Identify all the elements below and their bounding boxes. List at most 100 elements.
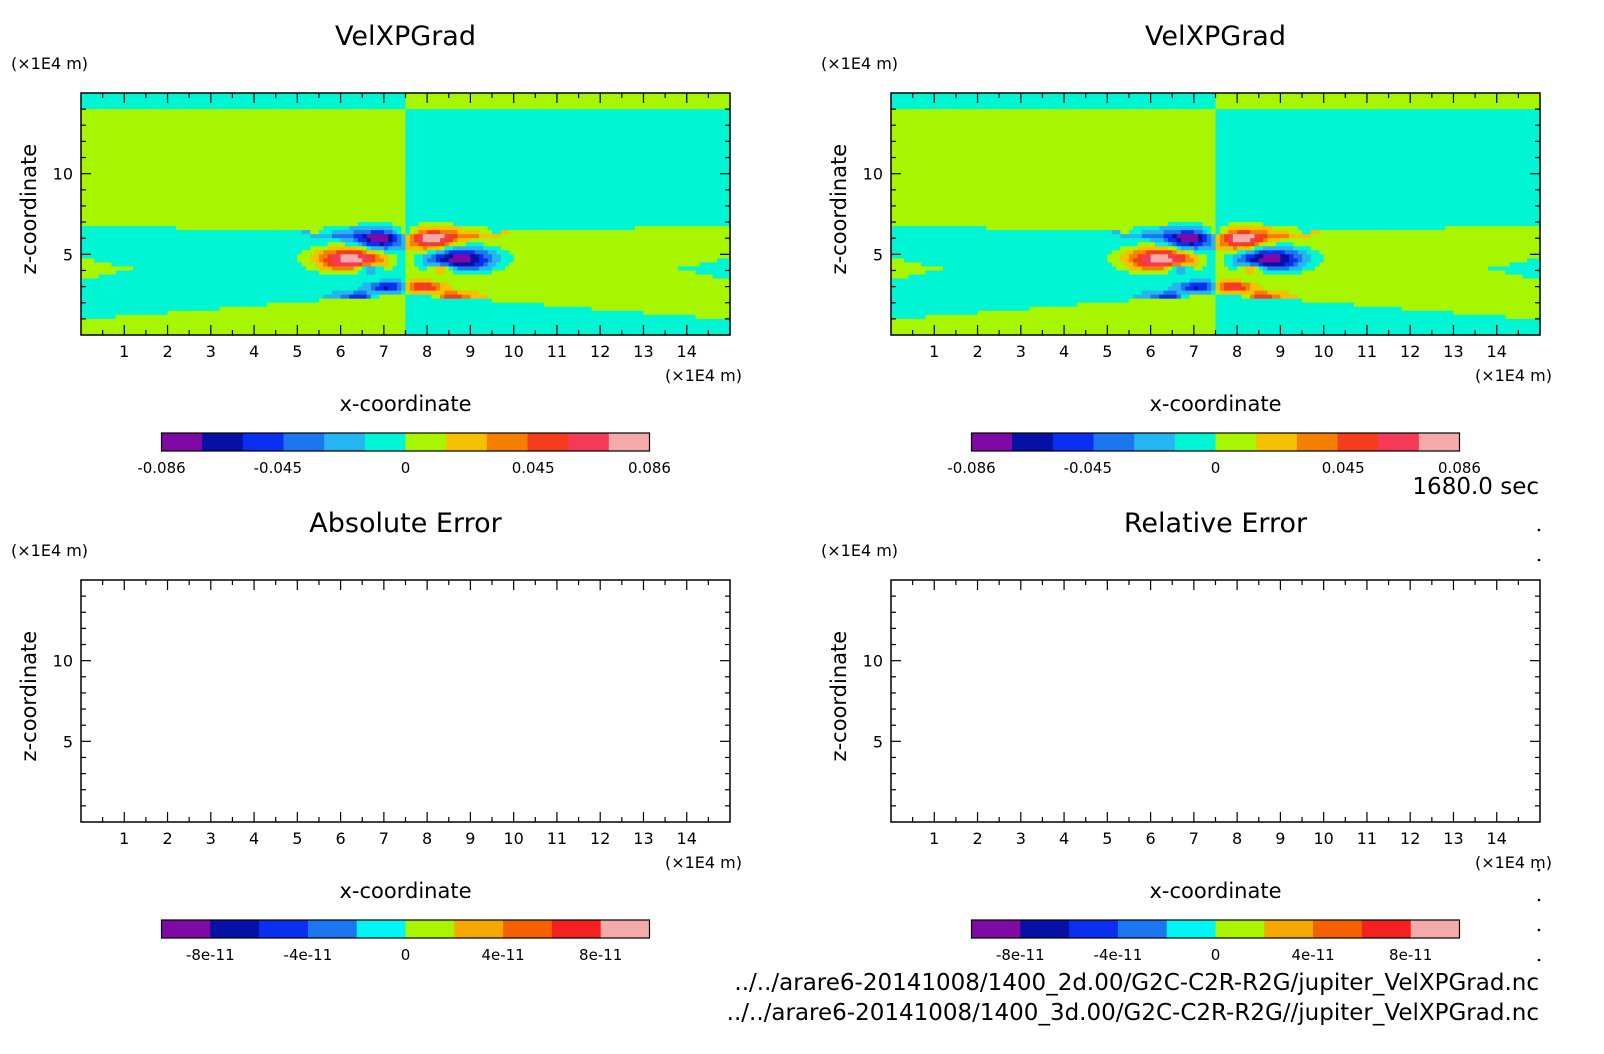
- heatmap-cell: [379, 129, 385, 134]
- heatmap-cell: [457, 121, 463, 126]
- heatmap-cell: [215, 177, 221, 183]
- heatmap-cell: [665, 93, 671, 98]
- heatmap-cell: [660, 153, 666, 159]
- heatmap-cell: [223, 165, 229, 171]
- heatmap-cell: [305, 161, 311, 167]
- heatmap-cell: [401, 105, 407, 110]
- heatmap-cell: [171, 214, 177, 219]
- heatmap-cell: [318, 181, 324, 187]
- heatmap-cell: [327, 197, 333, 203]
- heatmap-cell: [565, 105, 571, 110]
- heatmap-cell: [500, 141, 506, 147]
- heatmap-cell: [630, 197, 636, 203]
- heatmap-cell: [89, 218, 95, 223]
- heatmap-cell: [327, 125, 333, 130]
- heatmap-cell: [600, 145, 606, 151]
- heatmap-cell: [500, 185, 506, 191]
- heatmap-cell: [223, 141, 229, 147]
- heatmap-cell: [318, 101, 324, 106]
- heatmap-cell: [630, 141, 636, 147]
- heatmap-cell: [154, 141, 160, 147]
- heatmap-cell: [574, 141, 580, 147]
- heatmap-cell: [621, 93, 627, 98]
- heatmap-cell: [509, 137, 515, 142]
- heatmap-cell: [258, 121, 264, 126]
- heatmap-cell: [275, 137, 281, 142]
- heatmap-cell: [267, 173, 272, 179]
- heatmap-cell: [293, 157, 298, 163]
- heatmap-cell: [539, 93, 545, 98]
- heatmap-cell: [678, 161, 684, 167]
- heatmap-cell: [267, 133, 272, 138]
- heatmap-cell: [362, 113, 368, 118]
- heatmap-cell: [483, 209, 489, 215]
- heatmap-cell: [111, 101, 117, 106]
- heatmap-cell: [591, 133, 597, 138]
- heatmap-cell: [383, 117, 389, 122]
- heatmap-cell: [526, 141, 532, 147]
- heatmap-cell: [180, 133, 186, 138]
- heatmap-cell: [535, 161, 541, 167]
- heatmap-cell: [85, 97, 91, 102]
- heatmap-cell: [440, 141, 446, 147]
- heatmap-cell: [630, 209, 636, 215]
- heatmap-cell: [487, 189, 493, 195]
- heatmap-cell: [699, 177, 705, 183]
- heatmap-cell: [392, 177, 398, 183]
- heatmap-cell: [440, 177, 446, 183]
- heatmap-cell: [444, 121, 450, 126]
- heatmap-cell: [431, 185, 437, 191]
- heatmap-cell: [98, 197, 104, 203]
- heatmap-cell: [656, 222, 662, 227]
- heatmap-cell: [219, 189, 225, 195]
- heatmap-cell: [197, 218, 203, 223]
- heatmap-cell: [444, 157, 450, 163]
- heatmap-cell: [215, 157, 221, 163]
- heatmap-cell: [604, 214, 610, 219]
- heatmap-cell: [249, 177, 255, 183]
- heatmap-cell: [158, 193, 164, 199]
- heatmap-cell: [574, 218, 580, 223]
- heatmap-cell: [461, 205, 467, 211]
- heatmap-cell: [427, 109, 433, 114]
- heatmap-cell: [362, 149, 368, 155]
- heatmap-cell: [145, 189, 151, 195]
- heatmap-cell: [245, 101, 251, 106]
- heatmap-cell: [98, 109, 104, 114]
- heatmap-cell: [119, 193, 125, 199]
- heatmap-cell: [517, 193, 523, 199]
- heatmap-cell: [574, 149, 580, 155]
- heatmap-cell: [517, 137, 523, 142]
- heatmap-cell: [630, 173, 636, 179]
- heatmap-cell: [647, 109, 653, 114]
- heatmap-cell: [184, 185, 190, 191]
- heatmap-cell: [721, 205, 727, 211]
- heatmap-cell: [383, 201, 389, 207]
- heatmap-cell: [353, 197, 359, 203]
- heatmap-cell: [634, 121, 640, 126]
- heatmap-cell: [349, 222, 355, 227]
- heatmap-cell: [189, 209, 195, 215]
- heatmap-cell: [396, 205, 402, 211]
- heatmap-cell: [383, 185, 389, 191]
- heatmap-cell: [392, 205, 398, 211]
- heatmap-cell: [492, 133, 497, 138]
- heatmap-cell: [721, 201, 727, 207]
- heatmap-cell: [119, 218, 125, 223]
- heatmap-cell: [280, 141, 285, 147]
- heatmap-cell: [223, 109, 229, 114]
- heatmap-cell: [505, 113, 510, 118]
- heatmap-cell: [617, 165, 623, 171]
- heatmap-cell: [275, 133, 281, 138]
- heatmap-cell: [284, 141, 290, 147]
- heatmap-cell: [574, 169, 580, 175]
- heatmap-cell: [539, 177, 545, 183]
- heatmap-cell: [362, 189, 368, 195]
- heatmap-cell: [336, 214, 342, 219]
- heatmap-cell: [206, 113, 212, 118]
- heatmap-cell: [370, 173, 376, 179]
- heatmap-cell: [223, 117, 229, 122]
- heatmap-cell: [197, 97, 203, 102]
- heatmap-cell: [193, 165, 199, 171]
- heatmap-cell: [89, 197, 95, 203]
